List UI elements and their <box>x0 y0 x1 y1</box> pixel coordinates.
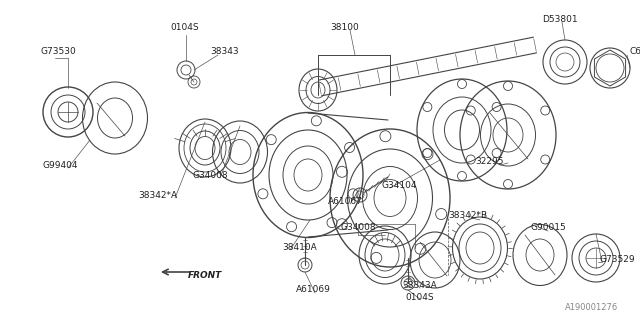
Text: A61067: A61067 <box>328 197 362 206</box>
Text: G34008: G34008 <box>340 223 376 233</box>
Text: A190001276: A190001276 <box>564 303 618 312</box>
Text: D53801: D53801 <box>542 15 578 25</box>
Text: G90015: G90015 <box>530 223 566 233</box>
Text: 32295: 32295 <box>476 157 504 166</box>
Text: A61069: A61069 <box>296 285 330 294</box>
Text: G73529: G73529 <box>600 255 636 265</box>
Text: 38343A: 38343A <box>403 281 437 290</box>
Text: 38410A: 38410A <box>282 244 317 252</box>
Text: 38342*B: 38342*B <box>449 211 488 220</box>
Text: 0104S: 0104S <box>171 23 199 33</box>
Text: 38342*A: 38342*A <box>138 190 177 199</box>
Text: FRONT: FRONT <box>188 271 222 281</box>
Text: 38343: 38343 <box>211 47 239 57</box>
Text: 0104S: 0104S <box>406 292 435 301</box>
Text: 38100: 38100 <box>331 23 360 33</box>
Text: G34008: G34008 <box>192 171 228 180</box>
Text: G73530: G73530 <box>40 47 76 57</box>
Text: C63802: C63802 <box>630 47 640 57</box>
Text: G34104: G34104 <box>382 180 417 189</box>
Text: G99404: G99404 <box>42 161 77 170</box>
